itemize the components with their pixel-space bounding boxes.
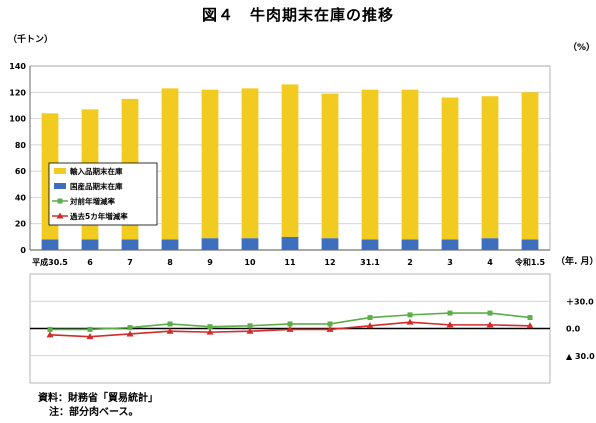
right-axis-unit: （%） [568, 43, 596, 53]
bar-imported [281, 84, 299, 237]
five-year-point [166, 327, 174, 334]
yoy-point [167, 321, 173, 327]
bar-domestic [121, 239, 139, 250]
five-year-point [46, 331, 54, 338]
bar-imported [521, 92, 539, 240]
x-tick-label: 9 [207, 258, 213, 267]
five-year-point [286, 325, 294, 332]
bar-domestic [201, 238, 219, 250]
five-year-point [446, 321, 454, 328]
bar-imported [161, 88, 179, 240]
legend-swatch-domestic [54, 183, 66, 189]
left-y-tick-label: 100 [9, 115, 26, 124]
five-year-point [486, 321, 494, 328]
bar-domestic [481, 238, 499, 250]
x-tick-label: 31.1 [360, 258, 380, 267]
left-axis-unit: （千トン） [8, 35, 54, 45]
bar-imported [361, 89, 379, 240]
legend-swatch-imported [54, 168, 66, 174]
bar-domestic [241, 238, 259, 250]
x-tick-label: 令和1.5 [514, 257, 546, 267]
legend: 輸入品期末在庫 国産品期末在庫 対前年増減率 過去5カ年増減率 [48, 162, 158, 226]
x-tick-label: 4 [487, 258, 493, 267]
bar-domestic [401, 239, 419, 250]
legend-label-imported: 輸入品期末在庫 [70, 166, 123, 176]
x-tick-label: 平成30.5 [32, 257, 68, 267]
bar-domestic [441, 239, 459, 250]
yoy-point [207, 324, 213, 330]
five-year-point [326, 325, 334, 332]
tick-labels: 0 20 40 60 80 100 120 140 平成30.5 6 7 8 9 10 11 12 31.1 2 3… [9, 62, 595, 361]
left-y-tick-label: 120 [9, 88, 26, 97]
source-notes: 資料：財務省「貿易統計」 注：部分肉ベース。 [38, 392, 158, 420]
x-tick-label: 12 [324, 258, 335, 267]
x-axis-unit: （年. 月） [556, 257, 596, 267]
five-year-point [206, 328, 214, 335]
right-y-tick-label: ＋30.0 [566, 297, 594, 306]
yoy-point [127, 325, 133, 331]
bar-domestic [321, 238, 339, 250]
legend-label-yoy: 対前年増減率 [69, 196, 115, 206]
left-y-tick-label: 40 [15, 193, 27, 202]
bar-domestic [161, 239, 179, 250]
left-y-tick-label: 20 [15, 220, 27, 229]
yoy-point [47, 326, 53, 332]
x-tick-label: 10 [244, 258, 256, 267]
five-year-point [86, 333, 94, 340]
left-y-tick-label: 0 [20, 246, 26, 255]
bar-imported [441, 97, 459, 240]
legend-box [48, 162, 158, 226]
bar-domestic [361, 239, 379, 250]
legend-label-domestic: 国産品期末在庫 [70, 181, 123, 191]
legend-marker-yoy [57, 198, 63, 204]
source-text: 資料：財務省「貿易統計」 [38, 393, 158, 404]
yoy-point [407, 312, 413, 318]
left-y-tick-label: 80 [15, 141, 27, 150]
x-tick-label: 6 [87, 258, 93, 267]
bar-imported [401, 89, 419, 240]
bar-domestic [521, 239, 539, 250]
note-text: 注：部分肉ベース。 [49, 407, 139, 418]
x-tick-label: 11 [284, 258, 296, 267]
five-year-point [126, 330, 134, 337]
five-year-point [406, 318, 414, 325]
bar-imported [481, 96, 499, 239]
x-tick-label: 8 [167, 258, 173, 267]
bar-imported [201, 89, 219, 239]
five-year-point [246, 327, 254, 334]
yoy-point [527, 315, 533, 321]
x-tick-label: 3 [447, 258, 453, 267]
bar-domestic [281, 236, 299, 250]
five-year-point [526, 322, 534, 329]
chart-title: 図４ 牛肉期末在庫の推移 [201, 6, 394, 24]
right-y-tick-label: ▲ 30.0 [566, 352, 595, 361]
yoy-point [247, 323, 253, 329]
yoy-point [367, 315, 373, 321]
left-y-tick-label: 60 [15, 167, 27, 176]
legend-marker-five-year [56, 212, 64, 219]
five-year-point [366, 322, 374, 329]
bar-domestic [81, 239, 99, 250]
left-y-tick-label: 140 [9, 62, 26, 71]
yoy-point [287, 321, 293, 327]
x-tick-label: 7 [127, 258, 133, 267]
x-tick-label: 2 [407, 258, 413, 267]
bar-imported [241, 88, 259, 239]
yoy-point [327, 321, 333, 327]
bar-imported [321, 93, 339, 239]
yoy-point [447, 310, 453, 316]
bar-domestic [41, 239, 59, 250]
legend-label-five-year: 過去5カ年増減率 [70, 211, 128, 221]
rate-lines [46, 310, 534, 340]
yoy-point [87, 326, 93, 332]
right-y-tick-label: 0.0 [566, 325, 581, 334]
yoy-point [487, 310, 493, 316]
